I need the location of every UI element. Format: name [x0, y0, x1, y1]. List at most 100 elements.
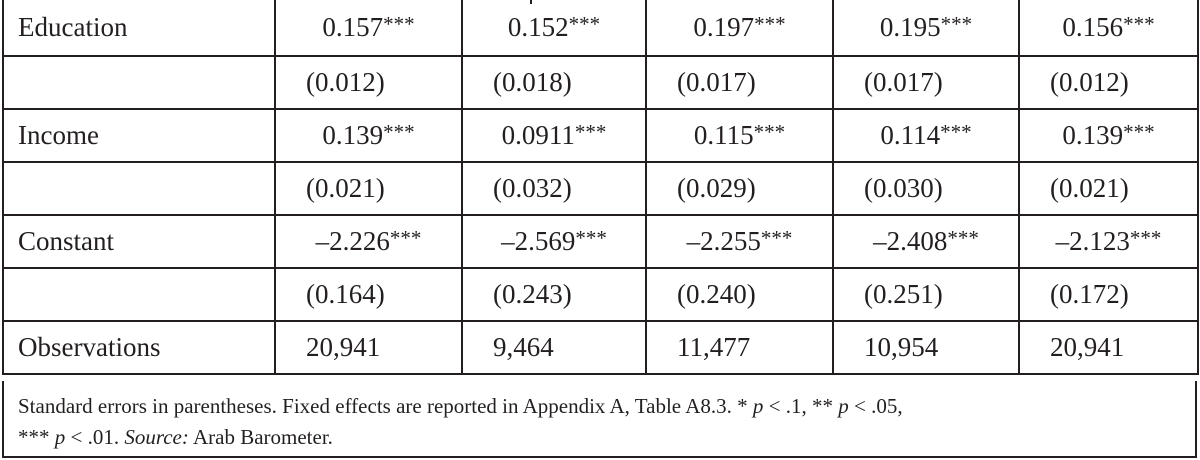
observations-cell: 20,941 — [274, 320, 463, 375]
std-error-cell: (0.240) — [645, 267, 834, 322]
significance-stars: *** — [947, 226, 979, 250]
table-row: Education 0.157*** 0.152*** 0.197*** 0.195**… — [2, 0, 1199, 57]
cell-value: (0.032) — [493, 173, 572, 203]
coefficient-cell: 0.195*** — [832, 0, 1020, 57]
cell-value: (0.018) — [493, 67, 572, 97]
cell-value: (0.012) — [306, 67, 385, 97]
table-row: Observations 20,941 9,464 11,477 10,954 20,94… — [2, 320, 1199, 375]
cell-value: (0.012) — [1050, 67, 1129, 97]
note-source-value: Arab Barometer. — [188, 425, 333, 449]
std-error-cell: (0.012) — [274, 55, 463, 110]
cell-value: (0.240) — [677, 279, 756, 309]
cell-value: 10,954 — [864, 332, 939, 362]
cell-value: (0.243) — [493, 279, 572, 309]
std-error-cell: (0.018) — [461, 55, 647, 110]
note-text-1: Standard errors in parentheses. Fixed ef… — [18, 394, 753, 418]
observations-cell: 9,464 — [461, 320, 647, 375]
significance-stars: *** — [1123, 120, 1155, 144]
cell-value: 0.139 — [322, 120, 384, 150]
coefficient-cell: 0.139*** — [1018, 108, 1199, 163]
note-text-2: < .1, ** — [763, 394, 839, 418]
table-row: Constant –2.226*** –2.569*** –2.255*** –2.40… — [2, 214, 1199, 269]
std-error-cell: (0.021) — [1018, 161, 1199, 216]
cell-value: 0.0911 — [501, 120, 575, 150]
row-label: Observations — [2, 320, 276, 375]
cell-value: (0.164) — [306, 279, 385, 309]
cell-value: (0.172) — [1050, 279, 1129, 309]
table-row: Income 0.139*** 0.0911*** 0.115*** 0.114*** 0… — [2, 108, 1199, 163]
row-label: Income — [2, 108, 276, 163]
cell-value: –2.123 — [1055, 226, 1130, 256]
significance-stars: *** — [575, 226, 607, 250]
std-error-cell: (0.032) — [461, 161, 647, 216]
coefficient-cell: 0.156*** — [1018, 0, 1199, 57]
cell-value: 20,941 — [306, 332, 381, 362]
std-error-cell: (0.017) — [832, 55, 1020, 110]
table-row: (0.021) (0.032) (0.029) (0.030) (0.021) — [2, 161, 1199, 216]
cell-value: 0.139 — [1062, 120, 1124, 150]
significance-stars: *** — [1123, 12, 1155, 36]
table-body: Education 0.157*** 0.152*** 0.197*** 0.195**… — [2, 0, 1199, 375]
coefficient-cell: 0.197*** — [645, 0, 834, 57]
cell-value: 0.197 — [693, 12, 755, 42]
significance-stars: *** — [760, 226, 793, 250]
table-row: (0.012) (0.018) (0.017) (0.017) (0.012) — [2, 55, 1199, 110]
cell-value: 20,941 — [1050, 332, 1125, 362]
cell-value: (0.017) — [677, 67, 756, 97]
significance-stars: *** — [940, 12, 973, 36]
row-label — [2, 267, 276, 322]
row-label: Constant — [2, 214, 276, 269]
coefficient-cell: –2.569*** — [461, 214, 647, 269]
coefficient-cell: –2.255*** — [645, 214, 834, 269]
note-text-3: < .05, — [848, 394, 903, 418]
cell-value: (0.030) — [864, 173, 943, 203]
significance-stars: *** — [754, 12, 786, 36]
std-error-cell: (0.012) — [1018, 55, 1199, 110]
row-label: Education — [2, 0, 276, 57]
coefficient-cell: 0.157*** — [274, 0, 463, 57]
cell-value: –2.569 — [501, 226, 576, 256]
cell-value: (0.021) — [1050, 173, 1129, 203]
coefficient-cell: –2.123*** — [1018, 214, 1199, 269]
coefficient-cell: –2.226*** — [274, 214, 463, 269]
std-error-cell: (0.021) — [274, 161, 463, 216]
cell-value: (0.251) — [864, 279, 943, 309]
note-source-label: Source: — [124, 425, 189, 449]
coefficient-cell: 0.114*** — [832, 108, 1020, 163]
coefficient-cell: 0.152*** — [461, 0, 647, 57]
significance-stars: *** — [568, 12, 601, 36]
significance-stars: *** — [389, 226, 422, 250]
cell-value: 0.152 — [507, 12, 569, 42]
regression-table: Education 0.157*** 0.152*** 0.197*** 0.195**… — [2, 0, 1199, 375]
coefficient-cell: –2.408*** — [832, 214, 1020, 269]
significance-stars: *** — [383, 12, 415, 36]
significance-stars: *** — [940, 120, 972, 144]
std-error-cell: (0.172) — [1018, 267, 1199, 322]
coefficient-cell: 0.115*** — [645, 108, 834, 163]
std-error-cell: (0.030) — [832, 161, 1020, 216]
coefficient-cell: 0.139*** — [274, 108, 463, 163]
cell-value: (0.017) — [864, 67, 943, 97]
std-error-cell: (0.029) — [645, 161, 834, 216]
cell-value: 9,464 — [493, 332, 554, 362]
row-label — [2, 161, 276, 216]
cell-value: –2.255 — [686, 226, 761, 256]
row-label — [2, 55, 276, 110]
significance-stars: *** — [753, 120, 786, 144]
significance-stars: *** — [383, 120, 415, 144]
cell-value: –2.226 — [315, 226, 390, 256]
significance-stars: *** — [574, 120, 607, 144]
note-p-2: p — [838, 394, 849, 418]
cell-value: 0.195 — [879, 12, 941, 42]
observations-cell: 20,941 — [1018, 320, 1199, 375]
cell-value: (0.021) — [306, 173, 385, 203]
note-p-1: p — [752, 394, 764, 418]
observations-cell: 10,954 — [832, 320, 1020, 375]
note-text-4: *** — [18, 425, 55, 449]
cell-value: 0.115 — [693, 120, 754, 150]
cell-value: 0.156 — [1062, 12, 1124, 42]
std-error-cell: (0.251) — [832, 267, 1020, 322]
table-note: Standard errors in parentheses. Fixed ef… — [2, 381, 1197, 458]
cell-value: 11,477 — [677, 332, 751, 362]
